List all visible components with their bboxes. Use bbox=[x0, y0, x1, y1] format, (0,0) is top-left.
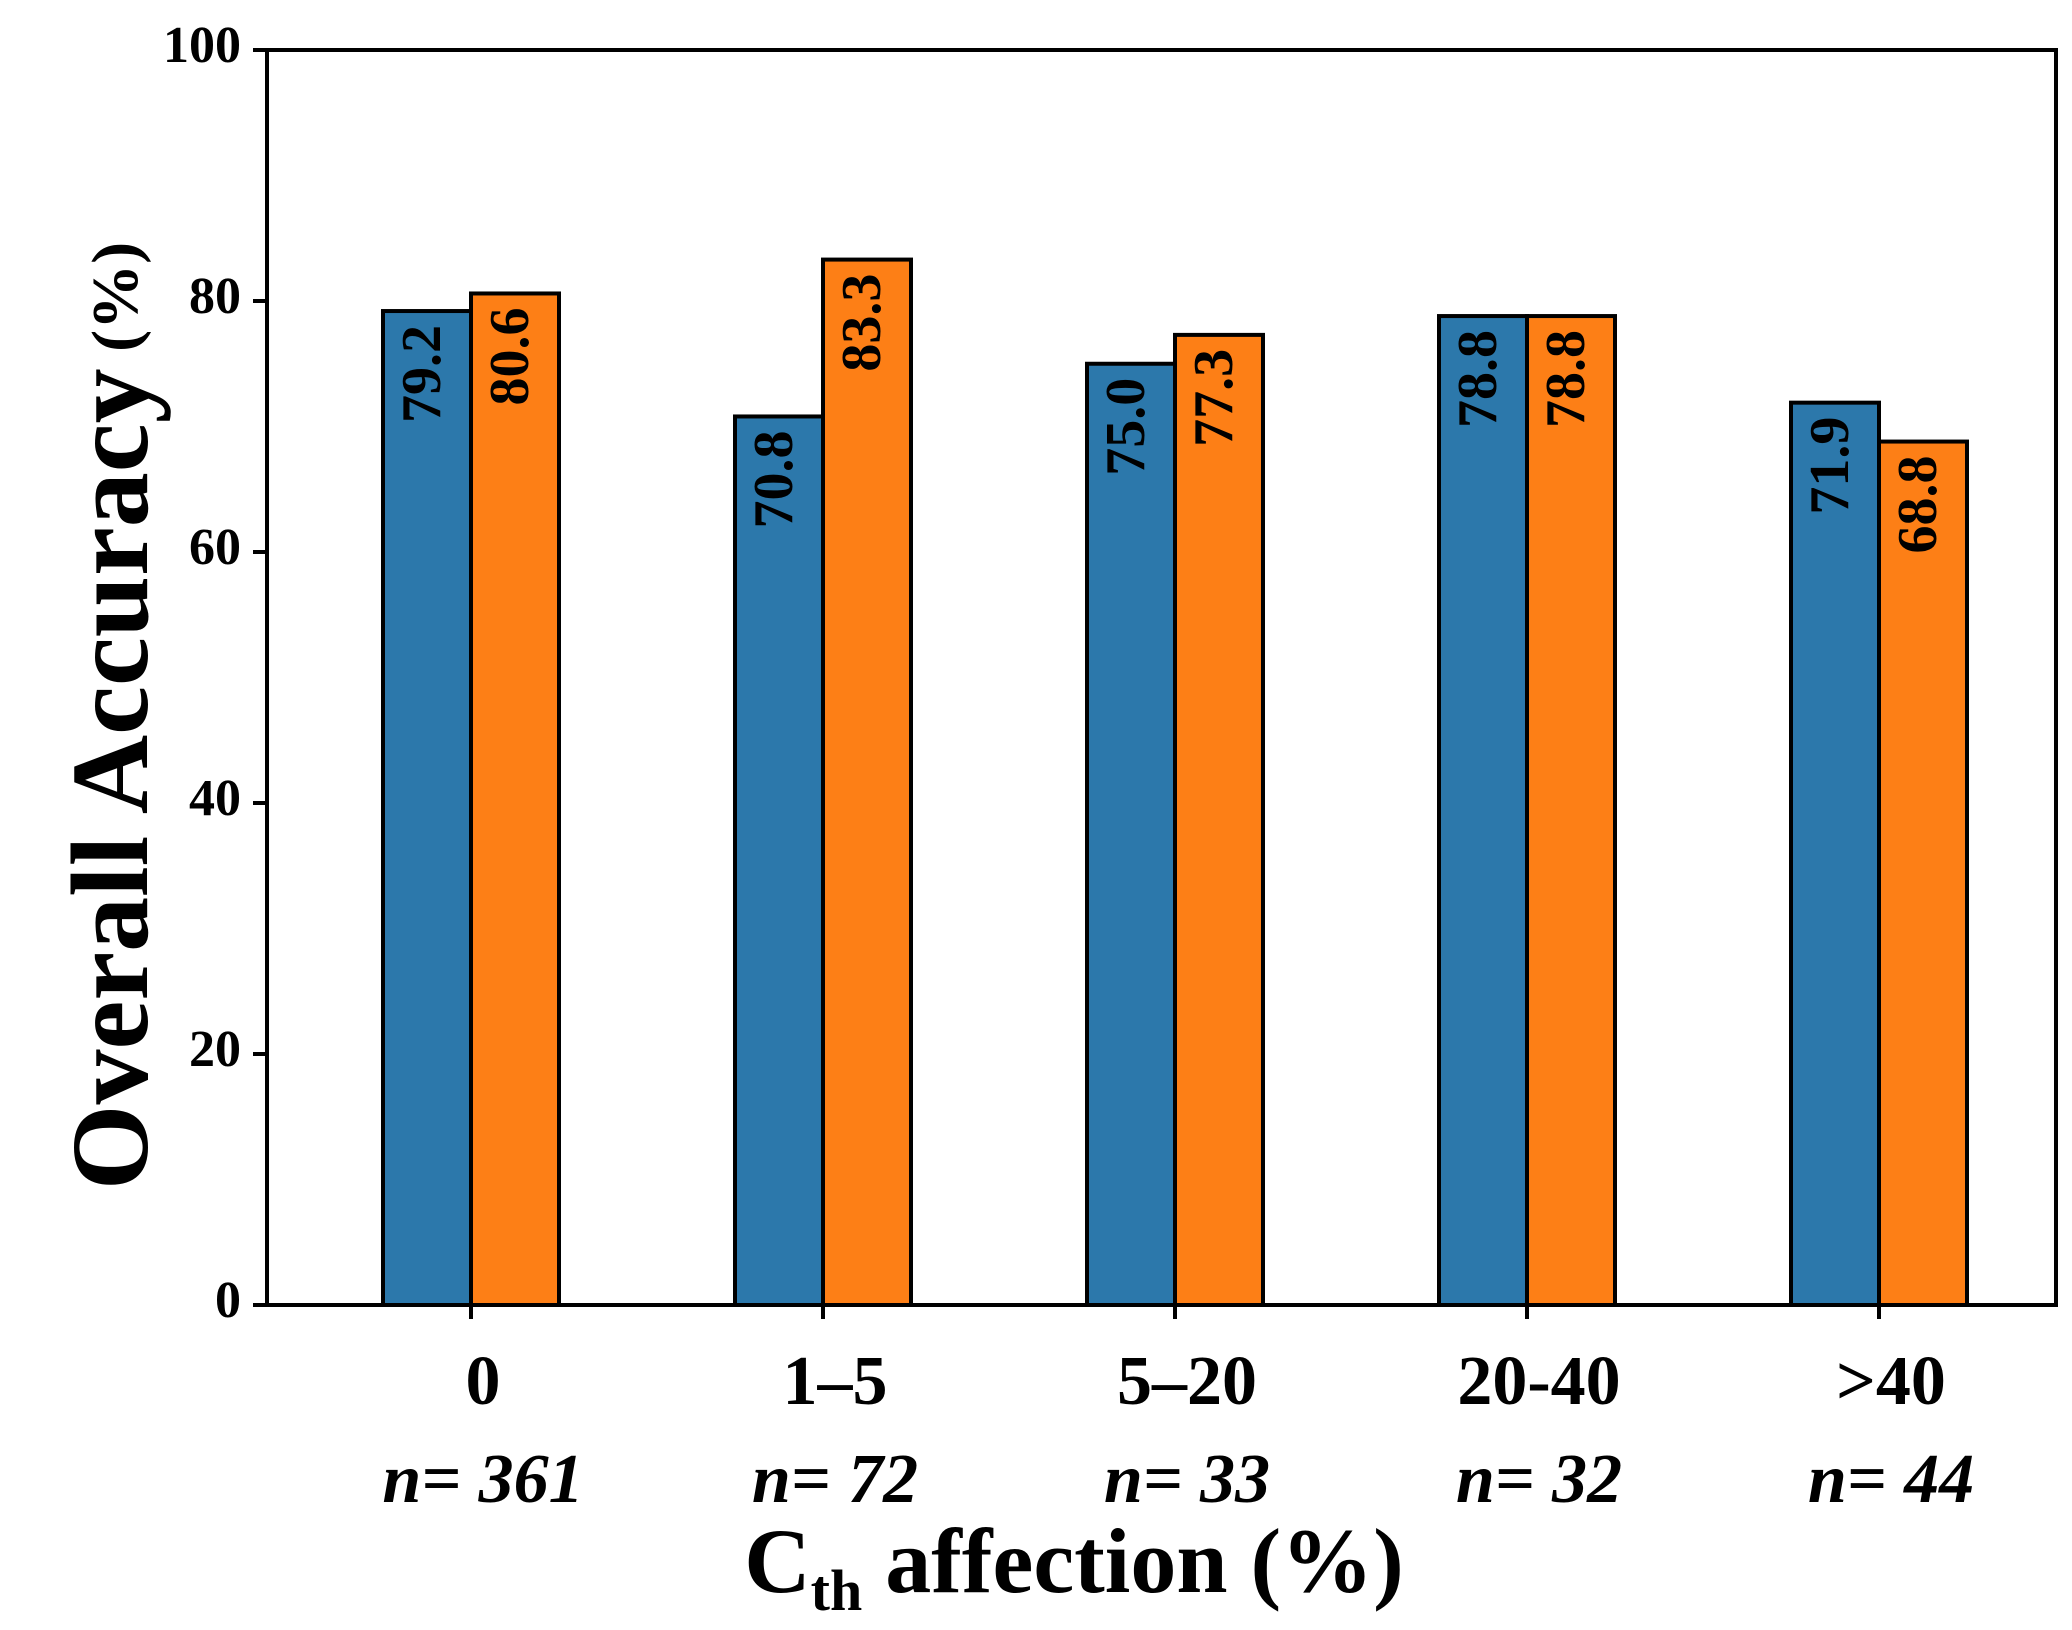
bar-value-label: 70.8 bbox=[743, 430, 805, 528]
x-axis-labels: 0 n= 361 1–5 n= 72 5–20 n= 33 20-40 n= 32 >40 n= … bbox=[382, 1305, 1974, 1518]
x-tick-label: 0 bbox=[466, 1343, 501, 1420]
bar-value-label: 80.6 bbox=[479, 307, 541, 405]
y-tick-label: 40 bbox=[189, 770, 241, 827]
bar-series: 79.2 80.6 70.8 83.3 75.0 77.3 78.8 78.8 71.9 68.8 bbox=[381, 257, 1969, 1308]
x-tick-label: 5–20 bbox=[1117, 1343, 1257, 1420]
x-tick-label: >40 bbox=[1836, 1343, 1946, 1420]
y-tick-label: 80 bbox=[189, 268, 241, 325]
bar bbox=[1789, 400, 1881, 1307]
bar bbox=[733, 414, 825, 1307]
plot-frame bbox=[265, 48, 2058, 1307]
bar bbox=[1437, 314, 1529, 1307]
x-axis-title-sub: th bbox=[811, 1558, 863, 1623]
bar bbox=[821, 257, 913, 1308]
x-axis-title-rest: affection (%) bbox=[862, 1510, 1404, 1612]
sample-size-label: n= 361 bbox=[382, 1441, 583, 1518]
bar bbox=[1877, 439, 1969, 1307]
bar-value-label: 68.8 bbox=[1887, 456, 1949, 554]
bar-value-label: 78.8 bbox=[1535, 330, 1597, 428]
y-tick-label: 20 bbox=[189, 1021, 241, 1078]
x-axis-title-c: C bbox=[744, 1510, 810, 1612]
bar-value-label: 78.8 bbox=[1447, 330, 1509, 428]
y-tick-label: 60 bbox=[189, 519, 241, 576]
bar-value-label: 79.2 bbox=[391, 325, 453, 423]
y-axis-title-unit: (%) bbox=[79, 242, 152, 368]
y-axis-title: Overall Accuracy (%) bbox=[49, 242, 171, 1190]
y-axis-ticks: 0 20 40 60 80 100 bbox=[163, 17, 267, 1329]
x-tick-label: 20-40 bbox=[1457, 1343, 1620, 1420]
y-axis-title-main: Overall Accuracy bbox=[49, 368, 171, 1190]
sample-size-label: n= 72 bbox=[752, 1441, 918, 1518]
bar bbox=[469, 291, 561, 1308]
y-tick-label: 100 bbox=[163, 17, 241, 74]
y-tick-label: 0 bbox=[215, 1272, 241, 1329]
bar-value-label: 83.3 bbox=[831, 274, 893, 372]
x-tick-label: 1–5 bbox=[783, 1343, 888, 1420]
sample-size-label: n= 32 bbox=[1456, 1441, 1622, 1518]
sample-size-label: n= 44 bbox=[1808, 1441, 1974, 1518]
bar-value-label: 71.9 bbox=[1799, 417, 1861, 515]
bar-value-label: 75.0 bbox=[1095, 378, 1157, 476]
bar bbox=[1173, 332, 1265, 1307]
bar bbox=[1085, 361, 1177, 1307]
bar bbox=[381, 309, 473, 1308]
bar-value-label: 77.3 bbox=[1183, 349, 1245, 447]
bar bbox=[1525, 314, 1617, 1307]
x-axis-title: Cth affection (%) bbox=[744, 1510, 1404, 1623]
sample-size-label: n= 33 bbox=[1104, 1441, 1270, 1518]
